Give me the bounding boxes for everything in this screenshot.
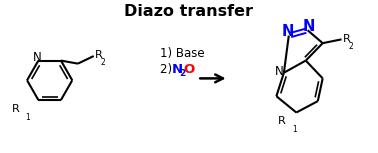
Text: N: N	[302, 19, 314, 34]
Text: R: R	[278, 116, 286, 126]
Text: 2: 2	[101, 58, 105, 67]
Text: N: N	[282, 24, 294, 39]
Text: R: R	[95, 50, 102, 60]
Text: 2): 2)	[160, 63, 175, 76]
Text: 1: 1	[26, 113, 30, 122]
Text: 2: 2	[349, 42, 353, 51]
Text: R: R	[343, 34, 350, 44]
Text: O: O	[183, 63, 195, 76]
Text: N: N	[33, 51, 41, 64]
Text: 2: 2	[179, 69, 186, 78]
Text: R: R	[12, 104, 20, 114]
Text: N: N	[275, 65, 284, 78]
Text: N: N	[172, 63, 183, 76]
Text: 1) Base: 1) Base	[160, 47, 204, 60]
Text: 1: 1	[292, 125, 297, 134]
Text: Diazo transfer: Diazo transfer	[124, 4, 254, 19]
